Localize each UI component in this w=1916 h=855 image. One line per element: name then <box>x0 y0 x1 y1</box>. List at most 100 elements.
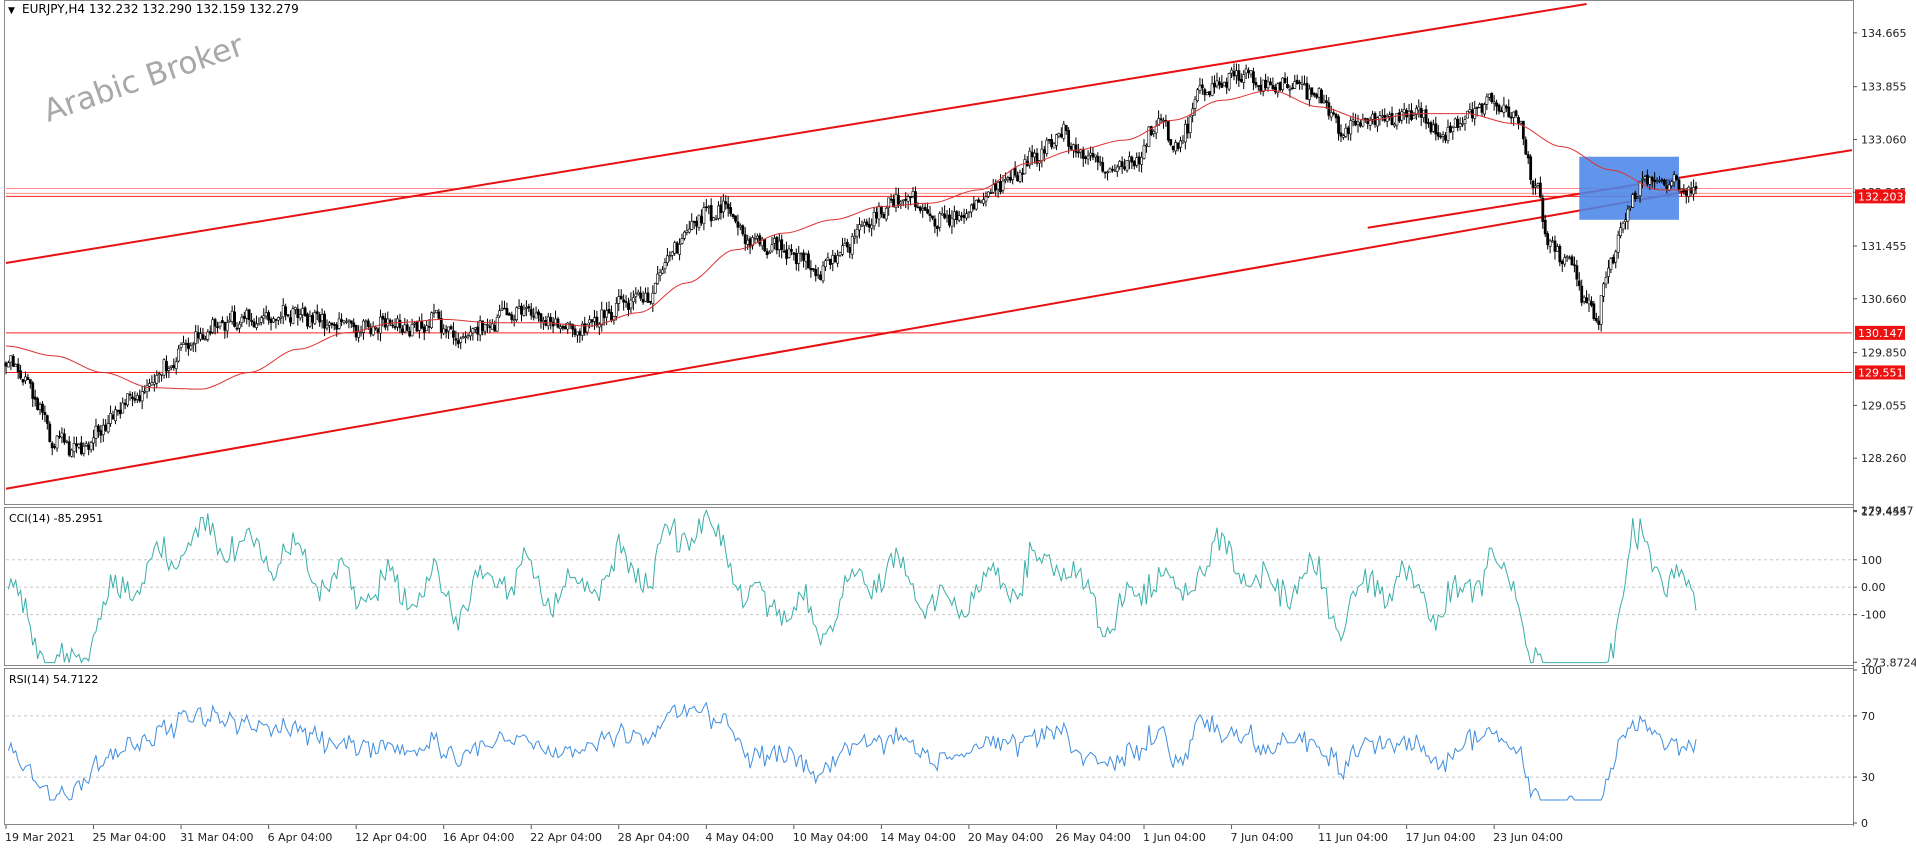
candle-body <box>524 307 528 309</box>
candle-body <box>1526 154 1530 159</box>
candle-body <box>751 237 754 247</box>
candle-body <box>819 274 823 281</box>
candle-body <box>259 317 263 323</box>
candle-body <box>1490 92 1494 103</box>
candle-body <box>82 445 86 454</box>
candle-body <box>272 318 275 323</box>
cci-panel[interactable] <box>4 507 1854 666</box>
candle-body <box>753 238 757 240</box>
candle-body <box>1590 301 1593 306</box>
candle-body <box>38 404 42 410</box>
candle-body <box>804 254 808 262</box>
candle-body <box>675 242 679 254</box>
price-tick-label: 133.060 <box>1861 133 1907 146</box>
candle-body <box>826 257 830 261</box>
candle-body <box>588 319 591 324</box>
main-panel[interactable] <box>4 0 1854 505</box>
candle-body <box>639 292 643 299</box>
candle-body <box>848 247 852 253</box>
cci-line[interactable] <box>7 509 1697 664</box>
candle-body <box>602 310 606 319</box>
candle-body <box>145 385 149 393</box>
candle-body <box>785 249 788 259</box>
candle-body <box>627 302 630 310</box>
price-level-badge <box>1855 189 1905 204</box>
candle-body <box>1451 127 1455 132</box>
rsi-line[interactable] <box>7 701 1697 801</box>
candle-body <box>904 198 908 201</box>
candle-body <box>940 213 944 216</box>
candle-body <box>281 305 285 318</box>
candle-body <box>357 331 360 338</box>
candle-body <box>143 390 147 393</box>
candle-body <box>668 255 672 258</box>
candle-body <box>1575 265 1579 280</box>
candle-body <box>1113 169 1117 172</box>
candle-body <box>16 363 20 373</box>
candle-body <box>191 343 195 346</box>
candle-body <box>965 213 968 219</box>
candle-body <box>811 268 815 271</box>
candle-body <box>1594 317 1598 321</box>
price-tick-label: 134.665 <box>1861 27 1907 40</box>
candle-body <box>1551 240 1554 243</box>
candle-body <box>1307 88 1311 100</box>
candle-body <box>1018 172 1022 182</box>
candle-body <box>126 393 129 406</box>
candle-body <box>899 201 903 205</box>
candle-body <box>342 320 346 323</box>
symbol-triangle-icon[interactable]: ▼ <box>8 6 15 16</box>
price-tick-label: 128.260 <box>1861 452 1907 465</box>
candle-body <box>1247 70 1250 73</box>
candle-body <box>388 319 392 325</box>
candle-body <box>1667 184 1671 191</box>
candle-body <box>1081 149 1085 159</box>
candle-body <box>1152 131 1156 134</box>
candle-body <box>1013 167 1017 176</box>
candle-body <box>1157 118 1161 126</box>
candle-body <box>70 449 74 457</box>
candle-body <box>1534 185 1537 188</box>
candle-body <box>1210 83 1214 96</box>
channel-line[interactable] <box>5 3 1587 264</box>
candle-body <box>11 355 15 367</box>
candle-body <box>1256 85 1260 87</box>
candle-body <box>1069 145 1073 150</box>
candle-body <box>1346 127 1350 134</box>
candle-body <box>1278 82 1282 91</box>
candle-body <box>731 214 735 217</box>
rsi-tick-label: 0 <box>1861 817 1868 830</box>
candle-body <box>952 211 956 220</box>
candle-body <box>955 211 959 221</box>
candle-body <box>286 314 290 317</box>
candle-body <box>274 319 278 321</box>
candle-body <box>24 376 27 381</box>
rsi-panel[interactable] <box>4 668 1854 825</box>
candle-body <box>1687 186 1691 197</box>
candle-body <box>1290 87 1294 90</box>
candle-body <box>432 311 436 314</box>
candle-body <box>464 336 467 339</box>
candle-body <box>1011 168 1015 180</box>
time-tick-label: 14 May 04:00 <box>880 831 955 844</box>
candle-body <box>926 209 929 214</box>
candle-body <box>152 382 156 385</box>
candle-body <box>653 282 657 294</box>
price-tick-label: 133.855 <box>1861 81 1907 94</box>
candle-body <box>1466 110 1469 119</box>
candle-body <box>1237 70 1241 81</box>
candle-body <box>578 331 582 336</box>
moving-average-line[interactable] <box>5 89 1694 390</box>
candle-body <box>1120 161 1124 167</box>
candle-body <box>666 255 669 264</box>
candle-body <box>945 215 949 218</box>
candle-body <box>1191 108 1195 116</box>
channel-line[interactable] <box>5 188 1697 490</box>
candle-body <box>218 321 222 327</box>
candle-body <box>505 308 509 316</box>
candle-body <box>850 236 854 255</box>
candle-body <box>741 225 745 235</box>
candle-body <box>585 324 589 333</box>
